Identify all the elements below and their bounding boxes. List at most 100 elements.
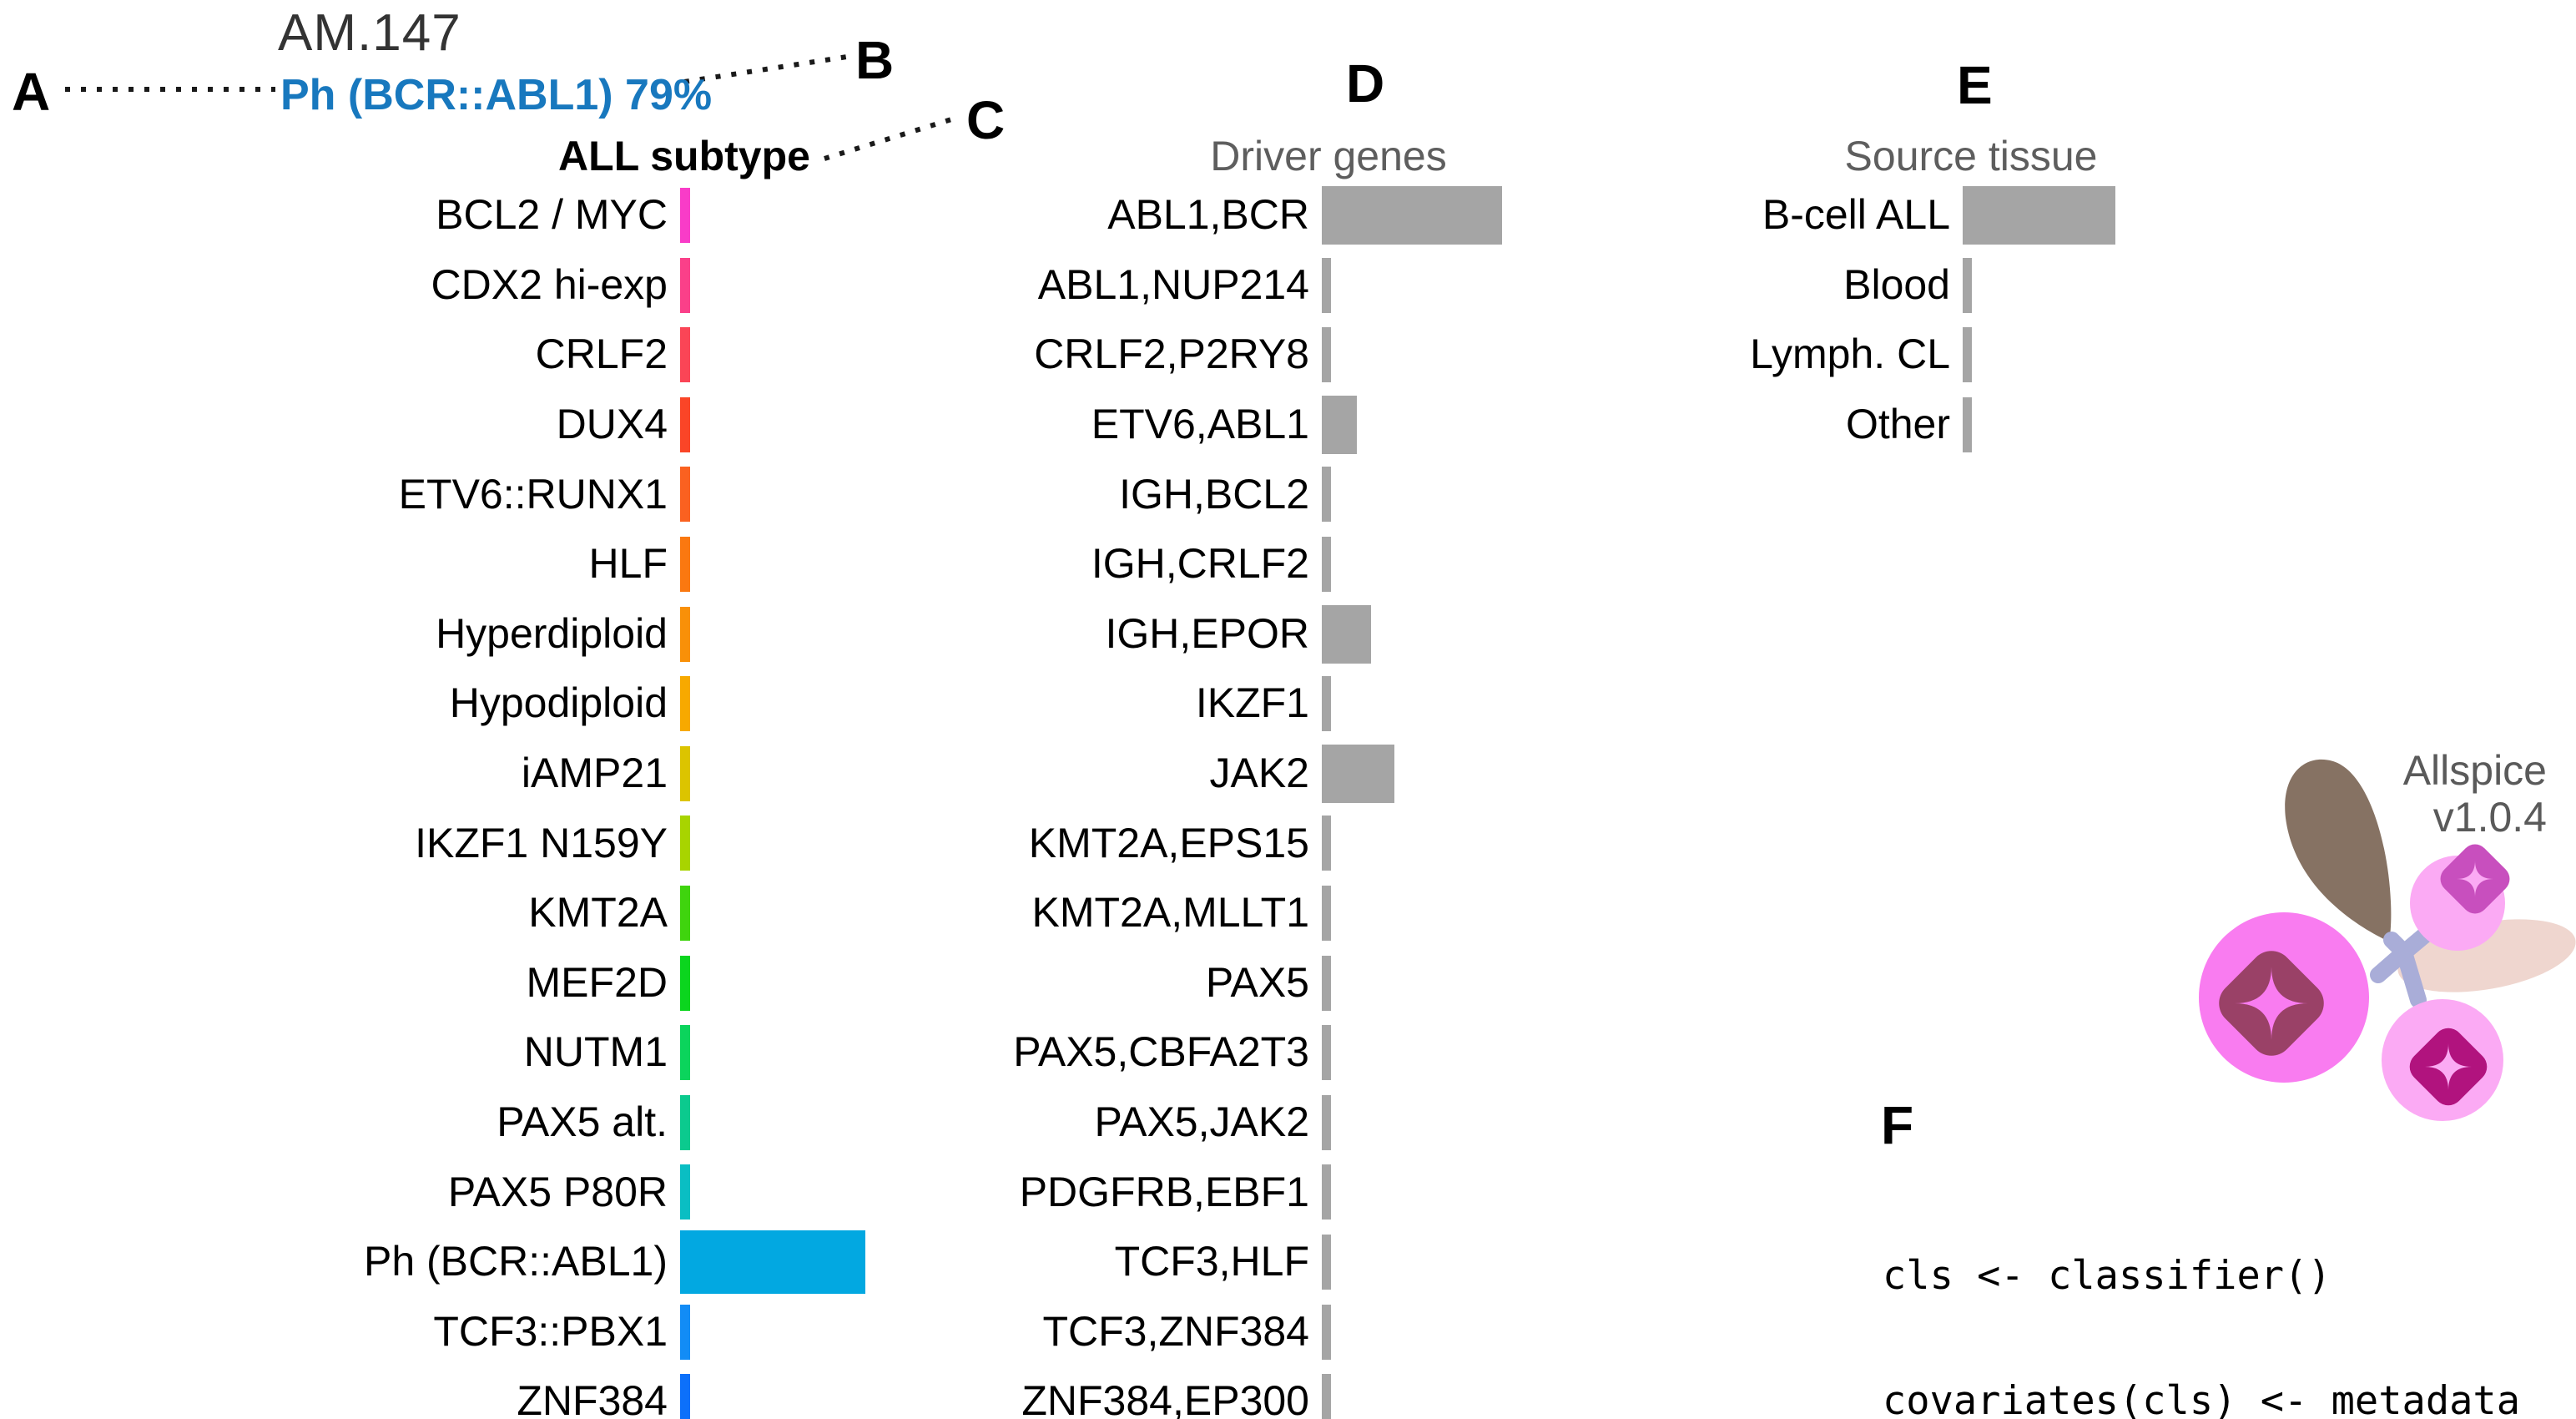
subtype-row: MEF2D [0,948,2576,1018]
driver-row: IGH,EPOR [0,599,2576,669]
subtype-bar [680,257,690,313]
driver-row-label: PAX5 [1205,958,1309,1006]
driver-row: PAX5,CBFA2T3 [0,1018,2576,1088]
driver-bar [1322,816,1331,871]
subtype-bar [680,885,690,941]
subtype-bar [680,816,690,871]
driver-row-label: CRLF2,P2RY8 [1034,331,1309,378]
callout-dotted-line-c [824,114,960,161]
classification-result: Ph (BCR::ABL1) 79% [280,71,713,119]
allspice-berry-logo [2199,759,2576,1121]
source-bar [1963,185,2115,245]
driver-row: ABL1,BCR [0,180,2576,250]
source-bar [1963,327,1972,383]
driver-bar [1322,1374,1331,1419]
subtype-row-label: HLF [588,540,668,588]
code-line: cls <- classifier() [1883,1253,2332,1299]
driver-row: TCF3,ZNF384 [0,1297,2576,1367]
subtype-row: TCF3::PBX1 [0,1297,2576,1367]
driver-row-label: IGH,BCL2 [1119,470,1309,518]
driver-row-label: KMT2A,EPS15 [1028,819,1309,866]
sample-title: AM.147 [278,4,461,62]
driver-row-label: KMT2A,MLLT1 [1031,889,1310,937]
subtype-row: CRLF2 [0,320,2576,390]
source-row: Blood [0,250,2576,321]
subtype-bar [680,1094,690,1150]
subtype-row-label: CRLF2 [535,331,668,378]
subtype-row-label: Ph (BCR::ABL1) [363,1238,668,1285]
source-row-label: Other [1845,401,1950,447]
subtype-row: HLF [0,529,2576,599]
driver-row-label: PAX5,CBFA2T3 [1013,1028,1309,1076]
subtype-row: KMT2A [0,878,2576,948]
subtype-row-label: IKZF1 N159Y [415,819,668,866]
driver-row-label: IGH,CRLF2 [1091,540,1309,588]
driver-bar [1322,1094,1331,1150]
subtype-row: IKZF1 N159Y [0,809,2576,879]
subtype-row-label: DUX4 [556,401,668,447]
subtype-row-label: KMT2A [528,889,668,937]
subtype-row: Hypodiploid [0,669,2576,739]
subtype-bar [680,955,690,1011]
panel-label-f: F [1881,1095,1914,1155]
driver-genes-column-header: Driver genes [1210,133,1447,179]
driver-bar [1322,185,1502,245]
subtype-bar [680,327,690,383]
driver-row: PAX5,JAK2 [0,1088,2576,1158]
subtype-row-label: ETV6::RUNX1 [398,470,668,518]
subtype-bar [680,745,690,801]
driver-row: ZNF384,EP300 [0,1366,2576,1419]
subtype-bar [680,396,690,452]
driver-row-label: TCF3,ZNF384 [1042,1307,1309,1355]
subtype-row-label: MEF2D [526,958,668,1006]
source-row: B-cell ALL [0,180,2576,250]
subtype-row: ETV6::RUNX1 [0,460,2576,530]
driver-row-label: ABL1,BCR [1107,191,1309,239]
subtype-row: CDX2 hi-exp [0,250,2576,321]
source-bar [1963,257,1972,313]
driver-row: IGH,CRLF2 [0,529,2576,599]
panel-label-e: E [1957,55,1993,115]
panel-label-a: A [12,62,51,122]
driver-row-label: IGH,EPOR [1105,609,1309,657]
logo-star-big-icon [2235,967,2308,1040]
driver-bar [1322,1304,1331,1360]
subtype-row-label: NUTM1 [523,1028,668,1076]
subtype-bar [680,606,690,662]
subtype-row: Hyperdiploid [0,599,2576,669]
driver-bar [1322,395,1357,454]
subtype-bar [680,467,690,523]
subtype-bar [680,1025,690,1081]
driver-row-label: ZNF384,EP300 [1021,1377,1309,1419]
subtype-row: ZNF384 [0,1366,2576,1419]
code-line: covariates(cls) <- metadata [1883,1378,2521,1419]
panel-label-b: B [855,30,895,90]
driver-row: PAX5 [0,948,2576,1018]
subtype-bar [680,676,690,732]
driver-row: JAK2 [0,739,2576,809]
driver-bar [1322,467,1331,523]
subtype-row-label: iAMP21 [521,750,668,796]
source-row-label: B-cell ALL [1762,191,1950,239]
subtype-row-label: BCL2 / MYC [436,191,668,239]
source-tissue-column-header: Source tissue [1844,133,2098,179]
source-bar [1963,396,1972,452]
subtype-row: NUTM1 [0,1018,2576,1088]
subtype-row: PAX5 alt. [0,1088,2576,1158]
logo-version: v1.0.4 [2432,794,2547,841]
subtype-row-label: Hypodiploid [449,679,668,727]
source-row: Lymph. CL [0,320,2576,390]
subtype-bar [680,187,690,243]
subtype-row-label: ZNF384 [517,1377,668,1419]
driver-row: PDGFRB,EBF1 [0,1158,2576,1228]
subtype-row: DUX4 [0,390,2576,460]
subtype-row-label: CDX2 hi-exp [431,260,668,308]
driver-row-label: ETV6,ABL1 [1091,401,1309,447]
driver-bar [1322,536,1331,592]
driver-row: ABL1,NUP214 [0,250,2576,321]
driver-row-label: TCF3,HLF [1114,1238,1309,1285]
driver-bar [1322,604,1371,664]
driver-bar [1322,257,1331,313]
subtype-row-label: Hyperdiploid [436,609,668,657]
